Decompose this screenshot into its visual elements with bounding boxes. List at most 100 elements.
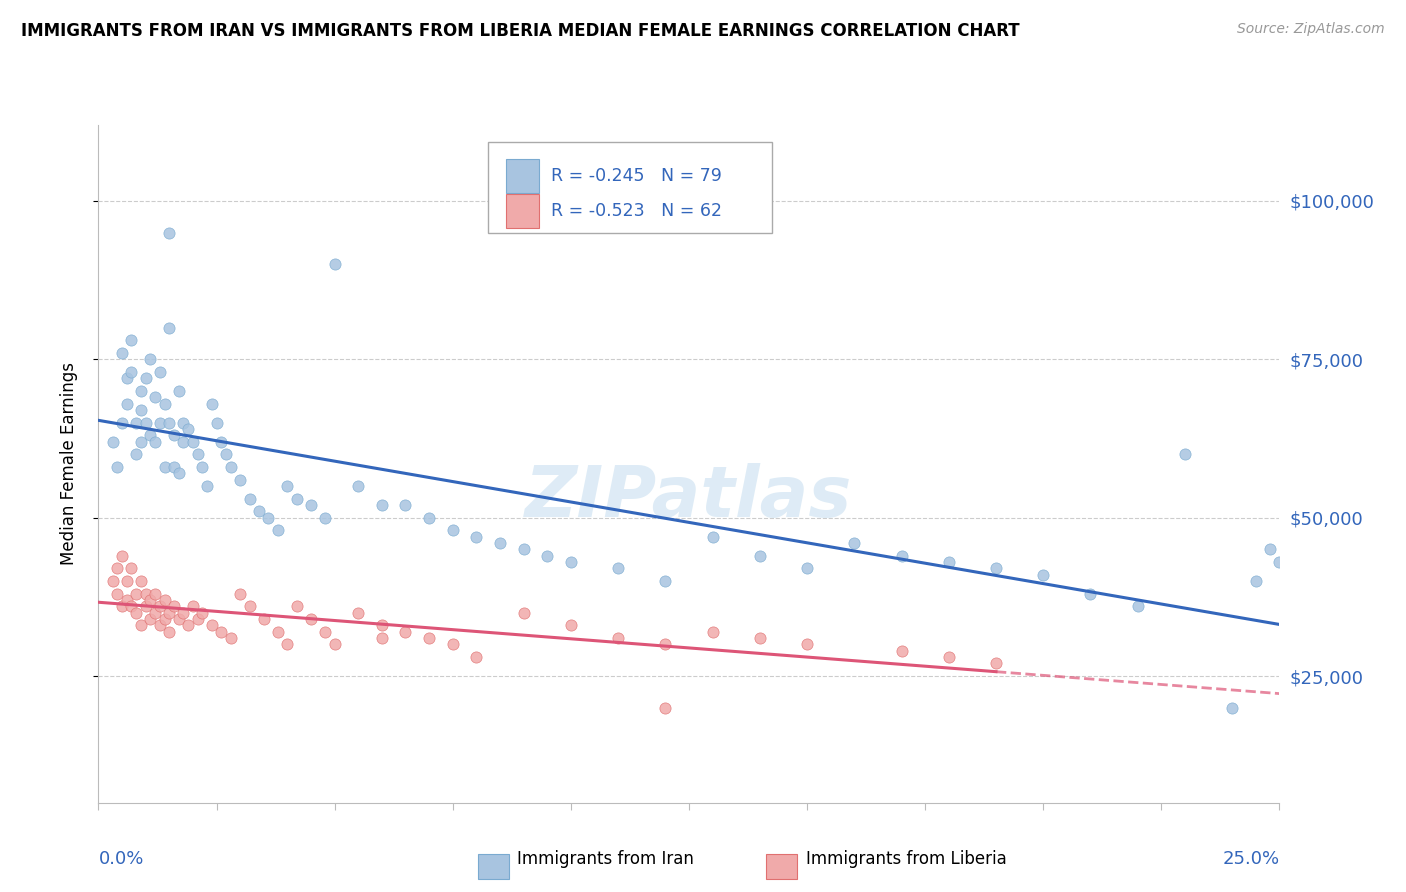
Point xyxy=(115,371,138,385)
Point xyxy=(938,555,960,569)
Point xyxy=(394,624,416,639)
Point xyxy=(101,434,124,449)
Point xyxy=(115,574,138,588)
Point xyxy=(125,416,148,430)
Point xyxy=(201,618,224,632)
Point xyxy=(418,631,440,645)
Point xyxy=(139,428,162,442)
Point xyxy=(371,618,394,632)
Point xyxy=(654,574,676,588)
FancyBboxPatch shape xyxy=(506,159,538,193)
Point xyxy=(187,612,209,626)
Point xyxy=(1080,587,1102,601)
Point xyxy=(314,510,336,524)
Point xyxy=(125,587,148,601)
Point xyxy=(1268,555,1291,569)
Point xyxy=(239,599,262,614)
Point xyxy=(1244,574,1267,588)
Point xyxy=(267,624,290,639)
Point xyxy=(125,606,148,620)
Point xyxy=(129,384,152,398)
Point xyxy=(129,574,152,588)
Point xyxy=(371,631,394,645)
Point xyxy=(135,587,157,601)
Point xyxy=(172,434,194,449)
Point xyxy=(257,510,280,524)
Text: Immigrants from Liberia: Immigrants from Liberia xyxy=(806,850,1007,868)
Point xyxy=(105,587,128,601)
Point xyxy=(215,447,238,461)
Point xyxy=(153,593,176,607)
Point xyxy=(143,390,166,404)
Point xyxy=(163,460,186,475)
Point xyxy=(121,599,143,614)
Point xyxy=(229,473,252,487)
Point xyxy=(285,491,308,506)
Point xyxy=(115,593,138,607)
Point xyxy=(560,618,582,632)
Point xyxy=(121,561,143,575)
Point xyxy=(209,434,232,449)
Point xyxy=(163,599,186,614)
Point xyxy=(121,365,143,379)
Point xyxy=(105,561,128,575)
Point xyxy=(394,498,416,512)
Point xyxy=(654,637,676,651)
Point xyxy=(512,606,534,620)
Text: 0.0%: 0.0% xyxy=(98,850,143,868)
Point xyxy=(149,416,172,430)
Point xyxy=(239,491,262,506)
Point xyxy=(187,447,209,461)
Point xyxy=(115,397,138,411)
Point xyxy=(219,460,242,475)
Y-axis label: Median Female Earnings: Median Female Earnings xyxy=(59,362,77,566)
Point xyxy=(890,644,912,658)
Point xyxy=(607,631,630,645)
Point xyxy=(1258,542,1281,557)
Point xyxy=(181,599,204,614)
Point xyxy=(157,606,180,620)
Point xyxy=(299,612,322,626)
Point xyxy=(209,624,232,639)
Point xyxy=(153,397,176,411)
Point xyxy=(143,434,166,449)
Point xyxy=(149,599,172,614)
FancyBboxPatch shape xyxy=(506,194,538,228)
Point xyxy=(347,479,370,493)
Point xyxy=(139,352,162,367)
Point xyxy=(191,606,214,620)
Point xyxy=(229,587,252,601)
Point xyxy=(1220,700,1243,714)
Point xyxy=(157,320,180,334)
Point xyxy=(465,650,488,665)
Point xyxy=(984,657,1007,671)
Point xyxy=(129,618,152,632)
Point xyxy=(195,479,218,493)
Point xyxy=(201,397,224,411)
Point xyxy=(247,504,270,518)
Point xyxy=(163,428,186,442)
Point xyxy=(177,618,200,632)
Point xyxy=(1032,567,1054,582)
Point xyxy=(149,618,172,632)
Point xyxy=(844,536,866,550)
Point xyxy=(129,434,152,449)
Point xyxy=(135,599,157,614)
Point xyxy=(276,637,298,651)
Point xyxy=(167,467,190,481)
Point xyxy=(101,574,124,588)
Point xyxy=(139,593,162,607)
Point xyxy=(219,631,242,645)
Point xyxy=(143,606,166,620)
Point xyxy=(135,371,157,385)
Point xyxy=(323,637,346,651)
Point xyxy=(205,416,228,430)
Point xyxy=(129,403,152,417)
Point xyxy=(371,498,394,512)
Point xyxy=(191,460,214,475)
Point xyxy=(654,700,676,714)
Text: IMMIGRANTS FROM IRAN VS IMMIGRANTS FROM LIBERIA MEDIAN FEMALE EARNINGS CORRELATI: IMMIGRANTS FROM IRAN VS IMMIGRANTS FROM … xyxy=(21,22,1019,40)
Text: ZIPatlas: ZIPatlas xyxy=(526,463,852,533)
Point xyxy=(153,612,176,626)
Point xyxy=(796,561,818,575)
